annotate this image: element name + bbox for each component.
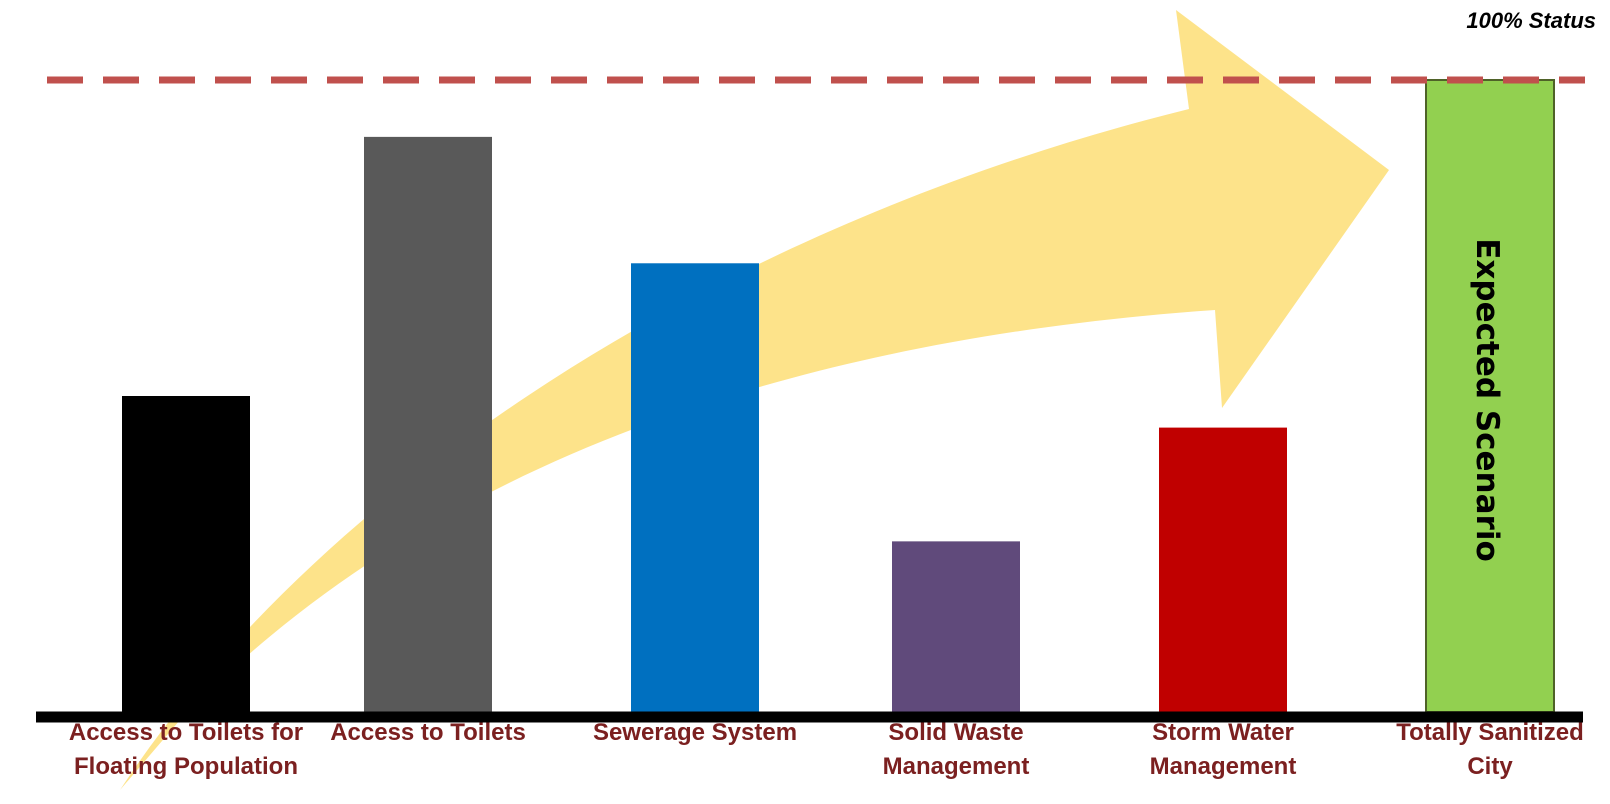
bar-5 [1425, 79, 1555, 713]
bar-1 [364, 136, 492, 712]
progress-arrow [120, 10, 1389, 790]
bar-2 [631, 263, 759, 712]
category-label-5: Totally Sanitized City [1396, 719, 1584, 780]
category-label-1: Access to Toilets [330, 719, 526, 746]
bar-4 [1159, 427, 1287, 712]
bar-0 [122, 396, 250, 712]
category-label-3: Solid Waste Management [882, 719, 1030, 780]
expected-scenario-label: Expected Scenario [1469, 238, 1505, 562]
category-label-0: Access to Toilets for Floating Populatio… [68, 719, 304, 780]
category-label-4: Storm Water Management [1149, 719, 1297, 780]
reference-line-label: 100% Status [1466, 8, 1596, 33]
category-label-2: Sewerage System [592, 719, 798, 746]
bars-group [122, 79, 1555, 713]
bar-3 [892, 541, 1020, 712]
